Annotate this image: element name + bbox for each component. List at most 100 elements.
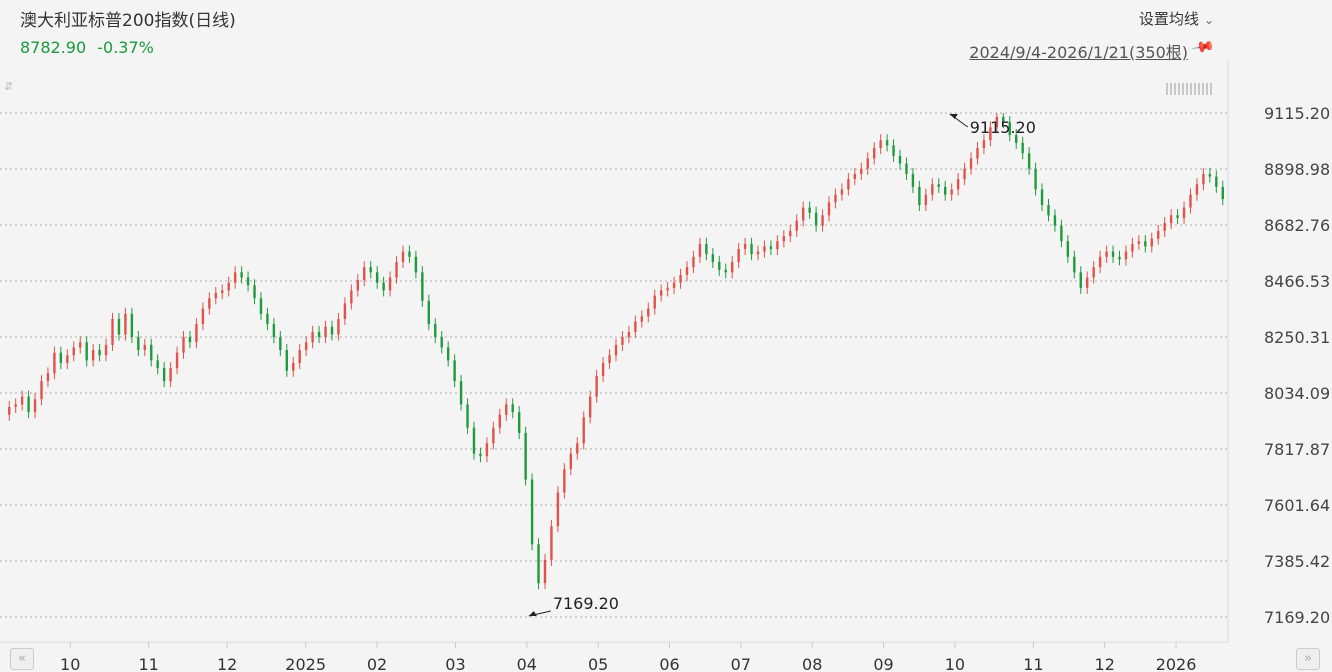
candle-body	[653, 295, 656, 309]
candle-body	[162, 368, 166, 382]
candle-body	[1163, 223, 1166, 231]
candle-body	[1040, 189, 1044, 205]
x-tick-label: 04	[517, 655, 537, 672]
left-expand-icon[interactable]: ⇵	[4, 80, 14, 93]
y-tick-label: 8034.09	[1264, 384, 1330, 403]
candle-body	[350, 290, 353, 304]
date-range-link[interactable]: 2024/9/4-2026/1/21(350根)	[969, 43, 1188, 62]
candle-body	[1060, 225, 1063, 242]
candle-body	[743, 243, 747, 250]
candle-body	[1015, 135, 1018, 143]
x-tick-label: 12	[217, 655, 237, 672]
candle-body	[769, 246, 773, 250]
candle-body	[1195, 184, 1199, 195]
candle-body	[524, 432, 527, 480]
annotation-arrowhead	[528, 611, 537, 616]
candle-body	[150, 344, 153, 361]
candle-body	[944, 186, 947, 195]
candle-body	[240, 272, 243, 278]
candle-body	[1111, 251, 1115, 257]
candle-body	[427, 300, 431, 325]
candle-body	[801, 207, 805, 221]
candle-body	[363, 267, 366, 281]
candle-body	[530, 479, 534, 545]
candle-body	[46, 373, 50, 382]
candle-body	[956, 179, 960, 190]
candle-body	[434, 324, 437, 338]
candle-body	[182, 337, 185, 353]
x-tick-label: 11	[139, 655, 159, 672]
candle-body	[808, 207, 811, 213]
candle-body	[111, 318, 114, 345]
candle-body	[659, 290, 663, 296]
candle-body	[782, 236, 786, 242]
double-chevron-right-icon[interactable]: »	[1296, 648, 1320, 670]
candle-body	[666, 287, 669, 291]
x-tick-label: 10	[60, 655, 80, 672]
candle-body	[873, 148, 876, 159]
candle-body	[466, 404, 469, 428]
candle-body	[576, 443, 579, 454]
candle-body	[776, 241, 779, 250]
candle-body	[14, 404, 17, 408]
candle-body	[40, 381, 43, 400]
candle-body	[369, 267, 372, 273]
candle-body	[382, 282, 385, 291]
candle-body	[253, 285, 256, 299]
scroll-grip-handle[interactable]	[1166, 80, 1218, 95]
candle-body	[647, 308, 650, 317]
candle-body	[446, 347, 450, 361]
settings-ma-button[interactable]: 设置均线 ⌄	[1139, 8, 1214, 29]
candle-body	[1176, 215, 1179, 218]
candle-body	[1131, 243, 1134, 252]
candle-body	[756, 251, 760, 255]
candle-body	[479, 453, 482, 457]
x-tick-label: 03	[445, 655, 465, 672]
candle-body	[737, 249, 740, 262]
candle-body	[343, 303, 347, 319]
candle-body	[1124, 251, 1128, 260]
candle-body	[511, 404, 514, 413]
candle-body	[556, 492, 560, 527]
x-tick-label: 08	[802, 655, 822, 672]
x-tick-label: 02	[367, 655, 387, 672]
candle-body	[1008, 122, 1011, 136]
candle-body	[711, 254, 715, 262]
candle-body	[827, 202, 831, 216]
candle-body	[847, 179, 850, 190]
candle-body	[621, 337, 624, 345]
candle-body	[1021, 142, 1024, 154]
candle-body	[117, 318, 121, 335]
candle-body	[1034, 168, 1037, 190]
candle-body	[1157, 230, 1160, 239]
candle-body	[1215, 176, 1218, 187]
min-price-label: 7169.20	[553, 594, 619, 613]
candle-body	[911, 173, 915, 187]
candle-body	[221, 290, 224, 294]
candle-body	[1027, 153, 1031, 169]
candle-body	[304, 342, 308, 351]
candle-body	[214, 293, 217, 299]
candle-body	[130, 313, 134, 338]
y-tick-label: 7817.87	[1264, 440, 1330, 459]
candle-body	[543, 559, 547, 584]
candle-body	[995, 116, 999, 128]
candle-body	[860, 168, 863, 174]
y-tick-label: 8250.31	[1264, 328, 1330, 347]
double-chevron-left-icon[interactable]: «	[10, 648, 34, 670]
candle-body	[601, 362, 605, 376]
candle-body	[627, 331, 631, 338]
candle-body	[27, 396, 30, 413]
price-row: 8782.90 -0.37%	[20, 38, 160, 57]
candle-body	[582, 417, 585, 444]
candle-body	[188, 337, 192, 343]
candle-body	[814, 212, 818, 226]
y-tick-label: 8466.53	[1264, 272, 1330, 291]
candle-body	[1208, 173, 1212, 177]
candle-body	[905, 163, 908, 174]
candle-body	[492, 427, 495, 444]
candle-body	[324, 326, 327, 338]
candle-body	[1137, 241, 1141, 244]
candle-body	[414, 256, 418, 273]
candle-body	[375, 272, 379, 283]
